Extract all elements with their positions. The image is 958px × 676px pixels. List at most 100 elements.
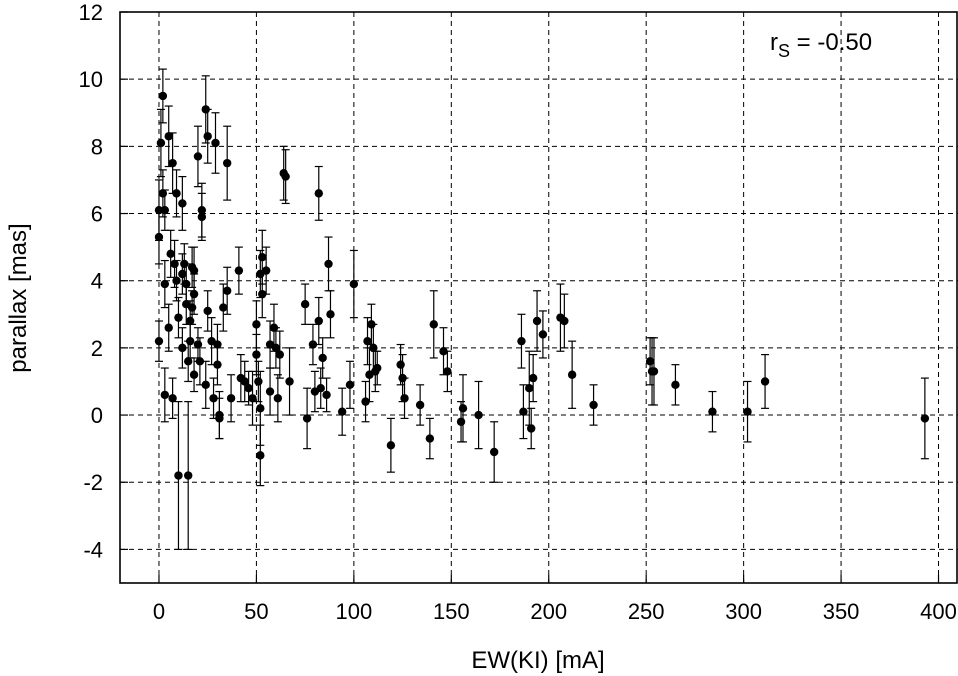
x-tick-label: 400 — [920, 599, 957, 624]
data-point — [271, 343, 281, 353]
data-point — [400, 394, 409, 403]
data-point — [170, 259, 179, 269]
data-point — [538, 330, 548, 339]
data-point — [189, 266, 199, 275]
data-point — [193, 152, 203, 161]
data-point — [318, 353, 327, 363]
data-point — [489, 447, 499, 457]
data-point — [349, 279, 359, 289]
data-point — [158, 189, 168, 198]
data-point — [174, 471, 183, 480]
data-point — [269, 323, 279, 332]
data-point — [189, 370, 199, 379]
data-point — [363, 336, 372, 346]
data-point — [373, 363, 382, 373]
data-point — [273, 394, 283, 403]
x-tick-label: 150 — [433, 599, 470, 624]
x-tick-label: 100 — [336, 599, 373, 624]
x-tick-label: 250 — [628, 599, 665, 624]
data-point — [345, 380, 355, 390]
y-tick-label: 12 — [79, 0, 103, 25]
data-point — [189, 289, 199, 299]
data-point — [156, 138, 166, 148]
data-point — [285, 377, 294, 386]
data-point — [185, 316, 195, 326]
data-point — [160, 205, 170, 215]
data-point — [302, 414, 312, 423]
data-point — [474, 410, 483, 420]
x-tick-label: 300 — [725, 599, 762, 624]
data-point — [396, 360, 405, 369]
data-point — [361, 397, 370, 406]
y-tick-label: 10 — [79, 67, 103, 92]
data-point — [234, 266, 244, 275]
x-tick-label: 0 — [153, 599, 165, 624]
data-point — [154, 205, 164, 215]
data-point — [256, 404, 265, 413]
data-point — [213, 360, 222, 369]
data-point — [195, 357, 205, 366]
data-point — [185, 336, 195, 346]
data-point — [337, 407, 347, 416]
plot-frame — [119, 11, 958, 584]
y-tick-label: 0 — [91, 403, 103, 428]
data-point — [252, 350, 261, 359]
data-point — [203, 132, 212, 141]
data-point — [258, 252, 267, 262]
data-point — [164, 323, 173, 332]
data-point — [560, 316, 569, 326]
data-point — [178, 269, 187, 279]
data-point — [398, 373, 407, 383]
data-point — [248, 394, 257, 403]
x-axis-ticks: 0 50 100 150 200 250 300 350 400 — [153, 575, 957, 624]
data-point — [164, 132, 173, 141]
data-point — [322, 390, 331, 400]
data-point — [300, 300, 310, 309]
x-tick-label: 350 — [823, 599, 860, 624]
data-point — [265, 387, 275, 396]
data-point — [203, 306, 212, 316]
data-point — [567, 370, 577, 379]
data-point — [178, 199, 187, 208]
data-point — [275, 350, 285, 359]
data-point — [443, 367, 452, 376]
data-point — [187, 303, 197, 312]
data-point — [172, 189, 181, 198]
data-point — [532, 316, 542, 326]
data-point — [589, 400, 598, 410]
data-point — [258, 289, 267, 299]
data-point — [324, 259, 333, 269]
data-point — [308, 340, 318, 349]
data-point — [178, 343, 187, 353]
annotation-r: r — [770, 29, 778, 56]
data-point — [314, 189, 323, 198]
data-point — [367, 320, 376, 329]
data-point — [743, 407, 752, 416]
data-point — [197, 212, 207, 222]
data-point — [281, 172, 290, 181]
data-point — [415, 400, 425, 410]
data-point — [920, 414, 930, 423]
data-point — [201, 380, 210, 390]
data-point — [528, 373, 538, 383]
data-point — [519, 407, 528, 416]
y-tick-label: 2 — [91, 336, 103, 361]
data-point — [244, 383, 253, 393]
data-point — [197, 205, 207, 215]
grid-lines — [120, 12, 958, 583]
y-axis-ticks: -4 -2 0 2 4 6 8 10 12 — [79, 0, 128, 562]
annotation-value: = -0.50 — [790, 29, 872, 56]
data-point — [254, 377, 263, 386]
data-point — [649, 367, 659, 376]
data-point — [226, 394, 236, 403]
x-tick-label: 50 — [244, 599, 268, 624]
data-point — [184, 471, 193, 480]
data-point — [182, 279, 191, 289]
y-tick-label: -2 — [83, 470, 103, 495]
annotation-subscript: S — [778, 41, 790, 61]
data-point — [256, 451, 265, 460]
data-point — [314, 316, 323, 326]
data-point — [201, 105, 210, 114]
data-point — [386, 441, 396, 450]
